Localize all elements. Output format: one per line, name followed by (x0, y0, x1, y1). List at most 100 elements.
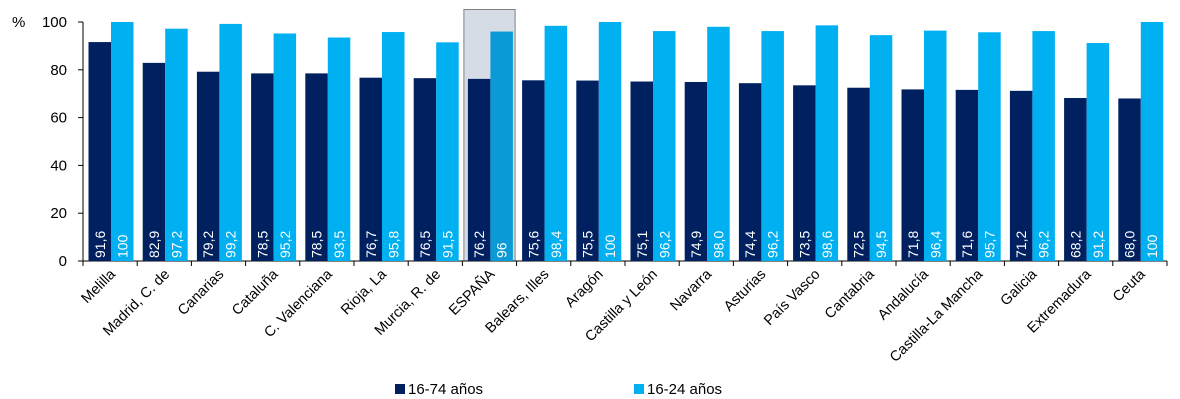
bar-16-24-9 (598, 22, 622, 261)
data-label: 95,2 (277, 231, 293, 258)
bar-16-24-11 (707, 26, 730, 262)
legend-label: 16-74 años (408, 381, 483, 398)
x-tick-label: Navarra (667, 266, 715, 314)
x-tick-label: Castilla-La Mancha (887, 266, 987, 366)
bar-16-24-4 (327, 37, 351, 261)
data-label: 74,9 (688, 231, 704, 258)
data-label: 71,8 (905, 231, 921, 258)
y-axis-label: % (12, 14, 25, 31)
bar-16-74-14 (847, 87, 870, 261)
x-tick-label: Cataluña (229, 266, 282, 319)
data-label: 99,2 (223, 231, 239, 258)
legend-swatch (634, 384, 644, 394)
bar-16-24-12 (761, 31, 784, 261)
bar-16-74-19 (1118, 98, 1141, 261)
x-tick-label: Ceuta (1110, 266, 1149, 305)
bar-16-74-0 (88, 42, 111, 261)
bar-16-74-15 (901, 89, 924, 261)
data-label: 95,7 (981, 231, 997, 258)
bar-16-24-5 (382, 32, 405, 262)
data-label: 97,2 (168, 231, 184, 258)
data-label: 75,1 (634, 231, 650, 258)
data-label: 73,5 (796, 231, 812, 258)
y-tick-label: 20 (50, 205, 67, 222)
data-label: 100 (1144, 234, 1160, 258)
data-label: 72,5 (851, 231, 867, 258)
y-tick-label: 40 (50, 157, 67, 174)
data-label: 100 (114, 234, 130, 258)
bar-16-74-13 (793, 85, 816, 262)
x-tick-label: Galicia (998, 266, 1041, 309)
x-tick-label: Canarias (175, 267, 227, 319)
bar-16-74-6 (413, 78, 437, 261)
y-tick-label: 60 (50, 110, 67, 127)
bar-16-24-19 (1140, 22, 1164, 261)
y-tick-label: 100 (42, 14, 67, 31)
data-label: 98,4 (548, 231, 564, 258)
data-label: 96,2 (765, 231, 781, 258)
data-label: 96 (494, 242, 510, 258)
data-label: 75,6 (525, 231, 541, 258)
legend-item-16-24: 16-24 años (634, 381, 722, 398)
data-label: 96,2 (1036, 231, 1052, 258)
bar-16-24-0 (111, 22, 134, 261)
bar-16-74-3 (251, 73, 274, 261)
bar-16-24-13 (815, 25, 839, 261)
data-label: 68,2 (1067, 231, 1083, 258)
bar-16-24-6 (436, 42, 459, 261)
legend-swatch (395, 384, 405, 394)
data-label: 71,2 (1013, 231, 1029, 258)
bar-16-24-8 (544, 25, 568, 261)
data-label: 91,5 (439, 231, 455, 258)
x-tick-label: País Vasco (761, 267, 823, 329)
data-label: 76,5 (417, 231, 433, 258)
data-label: 78,5 (254, 231, 270, 258)
data-label: 76,7 (363, 231, 379, 258)
bar-16-24-10 (653, 31, 676, 261)
data-label: 98,0 (710, 231, 726, 258)
bar-16-74-10 (630, 81, 653, 261)
data-label: 100 (602, 234, 618, 258)
data-label: 94,5 (873, 231, 889, 258)
bar-16-24-3 (273, 33, 297, 261)
x-tick-label: Cantabria (822, 266, 878, 322)
bar-16-74-9 (576, 80, 599, 262)
data-label: 98,6 (819, 231, 835, 258)
data-label: 82,9 (146, 231, 162, 258)
bar-16-74-1 (142, 62, 166, 261)
bar-16-24-1 (165, 28, 188, 261)
x-tick-label: Asturias (721, 267, 769, 315)
data-label: 75,5 (580, 231, 596, 258)
bar-16-24-16 (978, 32, 1001, 261)
legend-item-16-74: 16-74 años (395, 381, 483, 398)
data-label: 76,2 (471, 231, 487, 258)
data-label: 91,6 (92, 231, 108, 258)
bar-16-74-2 (196, 71, 220, 261)
data-label: 95,8 (385, 231, 401, 258)
bar-16-74-8 (522, 80, 545, 261)
data-label: 93,5 (331, 231, 347, 258)
bar-16-24-17 (1032, 31, 1055, 261)
bar-16-24-7 (490, 31, 513, 262)
bar-16-74-18 (1064, 98, 1087, 261)
bar-16-74-4 (305, 73, 328, 261)
x-tick-label: Andalucía (875, 266, 933, 324)
bar-16-74-11 (684, 81, 708, 261)
data-label: 74,4 (742, 231, 758, 258)
bar-16-74-7 (467, 78, 491, 261)
bar-16-24-14 (869, 35, 893, 261)
x-tick-label: ESPAÑA (445, 266, 498, 319)
y-tick-label: 80 (50, 62, 67, 79)
y-tick-label: 0 (59, 253, 67, 270)
legend-label: 16-24 años (647, 381, 722, 398)
bar-16-24-15 (924, 30, 947, 261)
data-label: 96,2 (656, 231, 672, 258)
bar-16-24-2 (219, 23, 242, 261)
data-label: 91,2 (1090, 231, 1106, 258)
x-tick-label: Melilla (79, 266, 120, 307)
data-label: 68,0 (1122, 231, 1138, 258)
bar-16-74-5 (359, 77, 382, 261)
data-label: 71,6 (959, 231, 975, 258)
data-label: 78,5 (309, 231, 325, 258)
